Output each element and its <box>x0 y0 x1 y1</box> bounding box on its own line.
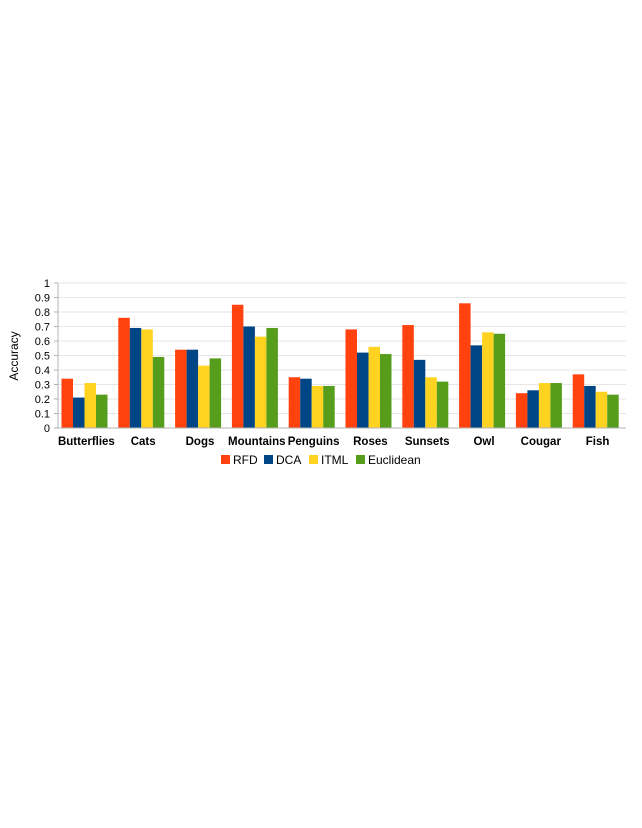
bar-rfd-roses <box>345 329 357 428</box>
bar-dca-cougar <box>527 390 539 428</box>
category-label: Roses <box>353 436 388 448</box>
bar-dca-butterflies <box>73 397 85 428</box>
legend: RFD DCA ITML Euclidean <box>221 453 421 467</box>
y-tick-label: 0.2 <box>35 394 50 406</box>
bar-itml-penguins <box>311 385 324 428</box>
y-tick-label: 0.8 <box>35 307 50 319</box>
bar-dca-mountains <box>243 326 255 428</box>
bar-rfd-cougar <box>515 393 528 428</box>
bar-euclidean-cougar <box>550 383 562 428</box>
bar-dca-dogs <box>186 349 199 428</box>
bar-euclidean-sunsets <box>436 381 449 428</box>
category-label: Penguins <box>288 436 340 448</box>
y-tick-label: 1 <box>44 278 50 290</box>
bar-rfd-butterflies <box>61 378 73 428</box>
legend-label-dca: DCA <box>276 453 301 467</box>
bar-rfd-penguins <box>288 377 301 428</box>
axes <box>57 283 626 429</box>
bar-itml-butterflies <box>84 383 96 428</box>
bar-euclidean-roses <box>380 354 392 428</box>
y-tick-label: 0.1 <box>35 409 50 421</box>
bar-rfd-dogs <box>175 349 187 428</box>
y-tick-label: 0.6 <box>35 336 50 348</box>
bar-itml-owl <box>482 332 494 428</box>
legend-label-itml: ITML <box>321 453 349 467</box>
bar-euclidean-mountains <box>266 327 278 428</box>
bar-itml-cougar <box>538 383 551 428</box>
bar-itml-fish <box>595 391 608 428</box>
category-labels: Butterflies Cats Dogs Mountains Penguins Rose… <box>58 436 609 448</box>
bar-rfd-owl <box>459 303 471 428</box>
bars <box>61 303 619 428</box>
bar-itml-mountains <box>254 336 267 428</box>
legend-swatch-euclidean <box>356 455 365 464</box>
category-label: Dogs <box>186 436 215 448</box>
y-tick-label: 0.9 <box>35 293 50 305</box>
bar-euclidean-cats <box>152 356 165 428</box>
y-tick-label: 0.4 <box>35 365 50 377</box>
y-tick-label: 0.7 <box>35 322 50 334</box>
bar-rfd-cats <box>118 317 130 428</box>
category-label: Owl <box>473 436 494 448</box>
bar-euclidean-fish <box>607 394 619 428</box>
category-label: Sunsets <box>405 436 450 448</box>
category-label: Fish <box>586 436 610 448</box>
bar-rfd-fish <box>572 374 585 428</box>
bar-dca-penguins <box>300 378 312 428</box>
category-label: Butterflies <box>58 436 115 448</box>
y-tick-label: 0.3 <box>35 380 50 392</box>
category-label: Cougar <box>521 436 562 448</box>
bar-itml-dogs <box>198 365 210 428</box>
bar-euclidean-butterflies <box>96 394 108 428</box>
bar-dca-sunsets <box>413 359 426 428</box>
bar-euclidean-dogs <box>209 358 222 428</box>
legend-swatch-itml <box>309 455 318 464</box>
bar-euclidean-penguins <box>323 385 335 428</box>
y-axis-ticks: 0 0.1 0.2 0.3 0.4 0.5 0.6 0.7 0.8 0.9 1 <box>35 278 58 435</box>
legend-swatch-rfd <box>221 455 230 464</box>
bar-itml-cats <box>141 329 153 428</box>
bar-dca-owl <box>470 345 483 428</box>
bar-rfd-sunsets <box>402 325 414 428</box>
bar-rfd-mountains <box>231 304 244 428</box>
bar-dca-cats <box>129 327 142 428</box>
legend-swatch-dca <box>264 455 273 464</box>
category-label: Cats <box>131 436 156 448</box>
bar-itml-sunsets <box>425 377 437 428</box>
y-tick-label: 0.5 <box>35 351 50 363</box>
bar-dca-fish <box>584 385 596 428</box>
legend-label-rfd: RFD <box>233 453 258 467</box>
y-tick-label: 0 <box>44 423 50 435</box>
legend-label-euclidean: Euclidean <box>368 453 421 467</box>
bar-dca-roses <box>357 352 369 428</box>
y-axis-title: Accuracy <box>7 331 21 380</box>
category-label: Mountains <box>228 436 286 448</box>
bar-euclidean-owl <box>493 333 506 428</box>
bar-itml-roses <box>368 346 380 428</box>
